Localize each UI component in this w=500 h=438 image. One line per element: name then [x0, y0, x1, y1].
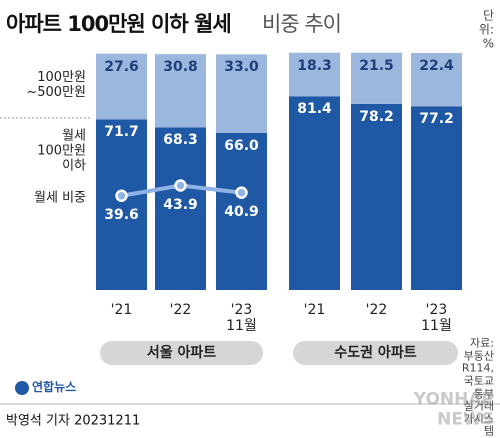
x-tick-label: '21 [110, 301, 133, 318]
bar-segment [155, 127, 206, 290]
bar-segment [351, 103, 402, 290]
line-point [235, 186, 248, 199]
bar-segment [351, 52, 402, 104]
bar-segment [155, 54, 206, 128]
agency: 연합뉴스 [32, 380, 77, 395]
data-label: 66.0 [224, 137, 259, 154]
bar-segment [216, 54, 267, 133]
bar-segment [289, 52, 340, 97]
data-label: 22.4 [419, 57, 454, 74]
data-label: 71.7 [104, 124, 139, 141]
data-label: 27.6 [104, 58, 139, 75]
panel-label-bg [293, 341, 458, 365]
data-label: 43.9 [163, 196, 198, 213]
logo-icon [15, 381, 29, 395]
source: 자료: 부동산R114, 국토교통부 실거래가시스템 [461, 336, 495, 438]
data-label: 30.8 [163, 59, 198, 76]
data-label: 18.3 [297, 57, 332, 74]
x-tick-label: '22 [169, 301, 192, 318]
bar-segment [216, 132, 267, 290]
data-label: 40.9 [224, 203, 259, 220]
unit: 단위: % [478, 8, 495, 50]
bar-segment [96, 53, 147, 120]
legend-label: 월세 100만원 이하 [37, 128, 86, 174]
bar-segment [411, 106, 462, 290]
data-label: 81.4 [297, 101, 332, 118]
title: 아파트 100만원 이하 월세 [6, 11, 232, 36]
panel-label-bg [100, 341, 263, 365]
line-point [115, 189, 128, 203]
bar-segment [411, 52, 462, 107]
data-label: 39.6 [104, 206, 139, 223]
data-label: 68.3 [163, 132, 198, 149]
x-tick-label: '22 [365, 301, 388, 318]
legend-label: 100만원 ~500만원 [26, 70, 86, 100]
x-tick-label: '21 [303, 301, 326, 318]
bar-segment [96, 119, 147, 290]
legend-label: 월세 비중 [34, 190, 86, 206]
panel-label: 수도권 아파트 [334, 344, 417, 361]
data-label: 78.2 [359, 108, 394, 125]
bar-segment [289, 96, 340, 290]
panel-label: 서울 아파트 [146, 344, 217, 361]
data-label: 77.2 [419, 111, 454, 128]
x-tick-label: '23 11월 [226, 301, 257, 334]
line-point [174, 179, 187, 192]
byline: 박영석 기자 20231211 [6, 413, 141, 429]
data-label: 33.0 [224, 59, 259, 76]
x-tick-label: '23 11월 [421, 301, 452, 334]
watermark: YONHAP NEWS [413, 389, 494, 429]
subtitle: 비중 추이 [262, 11, 342, 36]
data-label: 21.5 [359, 57, 394, 74]
